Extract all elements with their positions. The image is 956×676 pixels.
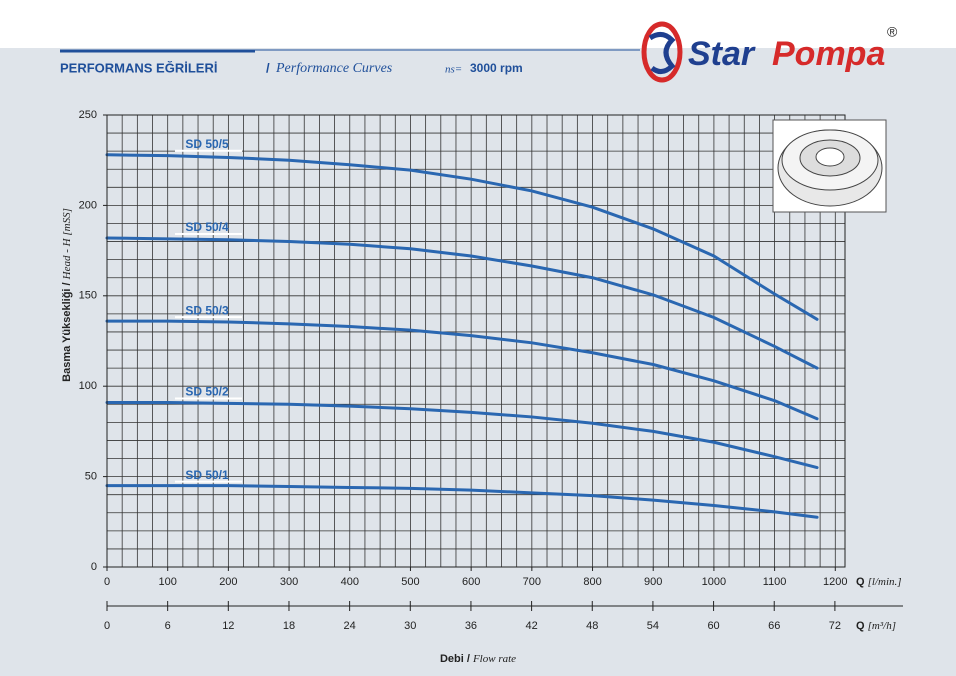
series-label: SD 50/4	[185, 220, 229, 234]
x-tick-label: 0	[104, 576, 110, 588]
pump-image	[772, 119, 887, 213]
x-tick-label: 400	[341, 576, 359, 588]
logo: Star Pompa ®	[641, 21, 898, 83]
x2-label-q: Q	[856, 620, 865, 632]
curve	[105, 400, 819, 470]
x2-tick-label: 48	[586, 620, 598, 632]
x-tick-label: 700	[523, 576, 541, 588]
x2-tick-label: 30	[404, 620, 416, 632]
x2-tick-label: 0	[104, 620, 110, 632]
header-separator: /	[266, 60, 270, 75]
y-tick-label: 100	[79, 380, 97, 392]
logo-word: Star	[688, 35, 756, 73]
x-tick-label: 600	[462, 576, 480, 588]
logo-registered: ®	[887, 24, 898, 40]
x2-tick-label: 18	[283, 620, 295, 632]
header-subtitle: Performance Curves	[275, 61, 393, 76]
x-tick-label: 200	[219, 576, 237, 588]
curve	[105, 236, 819, 370]
header-band	[0, 0, 956, 48]
y-label-tr: Basma Yüksekliği /	[61, 282, 73, 381]
series-label: SD 50/2	[185, 385, 229, 399]
y-label: Basma Yüksekliği / Head - H [mSS]	[61, 208, 73, 382]
x2-tick-label: 66	[768, 620, 780, 632]
x2-tick-label: 72	[829, 620, 841, 632]
series-label: SD 50/1	[185, 468, 229, 482]
series-label: SD 50/3	[185, 303, 229, 317]
speed-label: ns=	[445, 64, 462, 76]
y-tick-label: 150	[79, 290, 97, 302]
y-tick-label: 250	[79, 109, 97, 121]
curve	[105, 153, 819, 321]
x-tick-label: 100	[159, 576, 177, 588]
speed: 3000 rpm	[470, 61, 523, 75]
x2-tick-label: 42	[525, 620, 537, 632]
header-title: PERFORMANS EĞRİLERİ	[60, 60, 217, 75]
logo-word: Pompa	[772, 35, 885, 73]
y-tick-label: 200	[79, 199, 97, 211]
curves: SD 50/5 SD 50/4 SD 50/3 SD 50/2 SD 50/1	[105, 137, 819, 519]
x-tick-label: 900	[644, 576, 662, 588]
x-tick-label: 1200	[823, 576, 847, 588]
x2-label-unit: [m³/h]	[868, 620, 896, 632]
x2-tick-label: 6	[165, 620, 171, 632]
x-tick-label: 500	[401, 576, 419, 588]
x2-tick-label: 12	[222, 620, 234, 632]
x2-tick-label: 54	[647, 620, 659, 632]
pump-shape	[815, 147, 845, 167]
x-tick-label: 800	[583, 576, 601, 588]
x-tick-label: 1100	[763, 576, 787, 588]
y-tick-label: 50	[85, 471, 97, 483]
footer-label: Debi / Flow rate	[440, 653, 516, 665]
x-tick-label: 300	[280, 576, 298, 588]
logo-icon	[648, 32, 676, 74]
x-tick-label: 1000	[702, 576, 726, 588]
series-label: SD 50/5	[185, 137, 229, 151]
x2-tick-label: 24	[344, 620, 356, 632]
x-label-unit: [l/min.]	[868, 576, 902, 588]
footer-tr: Debi /	[440, 653, 470, 665]
curve	[105, 484, 819, 519]
x2-tick-label: 36	[465, 620, 477, 632]
curve	[105, 319, 819, 421]
footer-en: Flow rate	[472, 653, 516, 665]
plot-frame	[106, 114, 846, 568]
y-label-en: Head - H [mSS]	[61, 208, 73, 280]
x-label-q: Q	[856, 576, 865, 588]
x-label: Q [l/min.]	[856, 576, 902, 588]
y-tick-label: 0	[91, 561, 97, 573]
x2-label: Q [m³/h]	[856, 620, 896, 632]
logo-icon	[641, 21, 683, 83]
x2-tick-label: 60	[707, 620, 719, 632]
